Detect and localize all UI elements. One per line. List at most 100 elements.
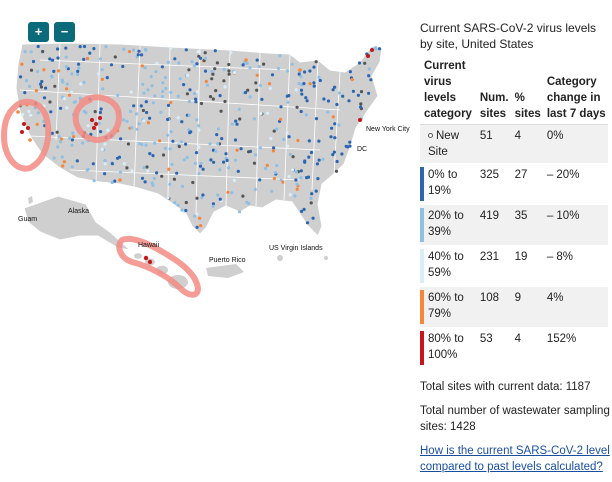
site-dot [267,82,272,86]
swatch-cell [420,124,424,164]
state-border-line [333,71,341,175]
site-dot [149,75,153,79]
site-dot [130,126,134,130]
site-dot [143,66,147,70]
site-dot [310,192,314,196]
site-dot [65,87,69,91]
site-dot [182,158,186,162]
color-swatch [420,290,424,324]
site-dot [275,164,279,168]
site-dot [36,111,41,115]
change-cell: 152% [542,327,608,369]
site-dot [295,182,299,186]
site-dot [160,174,164,178]
map-land [15,42,383,289]
site-dot [184,48,188,52]
site-dot [158,139,162,143]
site-dot [50,74,54,78]
site-dot [27,109,31,113]
us-map-svg[interactable] [0,0,412,482]
site-dot-medium-high [298,68,302,72]
site-dot [75,159,79,163]
site-dot [93,110,97,114]
site-dot [29,50,33,54]
site-dot [141,82,145,86]
site-dot [196,50,200,54]
site-dot [255,88,259,92]
swatch-cell [420,163,424,205]
site-dot [308,69,312,73]
zoom-in-button[interactable]: + [28,22,49,42]
site-dot-high [20,130,24,134]
site-dot [122,162,126,166]
legend-row-20-39: 20% to 39% 419 35 – 10% [420,204,608,246]
site-dot-high [26,126,30,130]
site-dot [57,135,61,139]
site-dot [137,122,141,126]
header-category: Current virus levels category [420,58,476,125]
site-dot [300,92,304,96]
site-dot [144,143,148,147]
site-dot [198,164,203,168]
site-dot [179,140,184,144]
site-dot [285,94,289,98]
site-dot [211,204,215,208]
swatch-cell [420,245,424,287]
site-map[interactable]: + − Guam Alaska Hawaii Puerto Rico US Vi… [0,0,412,482]
category-cell: New Site [424,124,476,164]
site-dot [55,130,59,134]
contiguous-us-shape [15,42,383,237]
change-cell: – 10% [542,204,608,246]
state-border-line [255,52,261,207]
site-dot [286,100,290,104]
site-dot [175,171,179,175]
site-dot [137,49,141,53]
site-dot [277,66,281,71]
site-dot [70,138,74,142]
annotation-circle-hawaii [116,236,202,298]
site-dot [218,197,222,201]
site-dot [73,100,77,104]
site-dot [118,170,123,174]
site-dot [216,142,220,146]
site-dot [273,171,277,175]
site-dot [199,161,203,165]
site-dot [197,124,201,128]
site-dot [103,162,107,166]
site-dot [41,49,45,54]
site-dot [98,57,102,61]
site-dot [122,118,126,122]
virgin-islands-shape [277,255,283,261]
site-dot [222,67,226,72]
site-dot [188,131,192,135]
site-dot [257,65,261,69]
zoom-out-button[interactable]: − [54,22,75,42]
site-dot [177,61,181,65]
site-dot [314,117,319,121]
legend-row-new-site: New Site 51 4 0% [420,124,608,164]
calculation-help-link[interactable]: How is the current SARS-CoV-2 level comp… [420,445,610,473]
site-dot-high [366,54,370,58]
site-dot [169,130,173,134]
site-dot [203,51,207,55]
site-dot [306,175,311,179]
site-dot [279,117,283,121]
site-dot [258,178,262,182]
site-dot [247,150,251,154]
state-border-line [95,43,101,183]
totals-block: Total sites with current data: 1187 Tota… [420,379,610,435]
site-dot [350,77,354,82]
site-dot [248,95,252,99]
site-dot [167,167,171,171]
site-dot-medium-high [244,58,248,62]
site-dot [151,154,155,158]
site-dot [265,163,269,167]
site-dot [88,51,92,55]
site-dot [272,146,276,150]
change-cell: – 8% [542,245,608,287]
site-dot [113,55,117,59]
site-dot [116,93,120,97]
legend-row-0-19: 0% to 19% 325 27 – 20% [420,163,608,205]
site-dot [82,80,86,84]
site-dot [59,137,64,141]
